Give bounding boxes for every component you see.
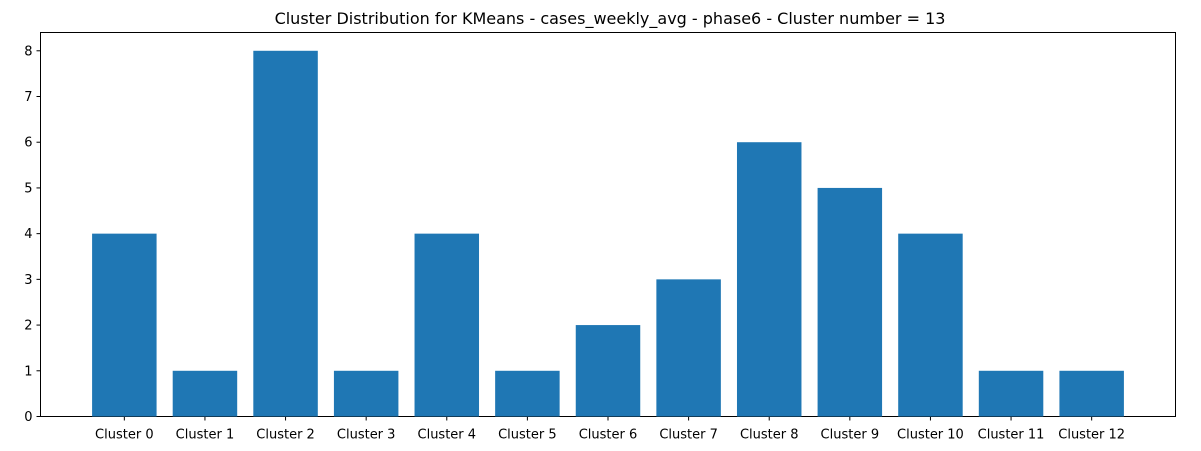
bar-cluster-4 <box>414 233 480 417</box>
x-tick-label: Cluster 6 <box>579 428 638 443</box>
x-tick-label: Cluster 4 <box>418 428 477 443</box>
y-tick-label: 5 <box>24 181 32 196</box>
bar-cluster-0 <box>92 233 157 417</box>
y-tick-label: 7 <box>24 90 32 105</box>
bar-cluster-12 <box>1059 370 1124 417</box>
bar-cluster-2 <box>253 50 318 417</box>
bar-cluster-10 <box>898 233 963 417</box>
x-tick-label: Cluster 10 <box>897 428 964 443</box>
bar-cluster-6 <box>575 325 641 417</box>
x-tick-label: Cluster 1 <box>176 428 235 443</box>
y-tick-label: 1 <box>24 364 32 379</box>
y-tick-label: 4 <box>24 227 32 242</box>
bars-group <box>92 50 1124 417</box>
y-axis: 0 1 2 3 4 5 6 7 8 <box>24 44 41 425</box>
y-tick-label: 2 <box>24 319 32 334</box>
x-tick-label: Cluster 3 <box>337 428 396 443</box>
bar-cluster-3 <box>333 370 399 417</box>
x-tick-label: Cluster 8 <box>740 428 799 443</box>
y-tick-label: 3 <box>24 273 32 288</box>
bar-cluster-1 <box>172 370 238 417</box>
x-tick-label: Cluster 5 <box>498 428 557 443</box>
y-tick-label: 8 <box>24 44 32 59</box>
y-tick-label: 0 <box>24 410 32 425</box>
x-tick-label: Cluster 12 <box>1058 428 1125 443</box>
bar-cluster-11 <box>978 370 1044 417</box>
x-tick-label: Cluster 9 <box>821 428 880 443</box>
bar-cluster-9 <box>817 187 883 417</box>
bar-cluster-8 <box>736 142 802 417</box>
x-axis: Cluster 0 Cluster 1 Cluster 2 Cluster 3 Clus… <box>95 416 1125 443</box>
x-tick-label: Cluster 2 <box>256 428 315 443</box>
bar-cluster-5 <box>495 370 560 417</box>
x-tick-label: Cluster 0 <box>95 428 154 443</box>
x-tick-label: Cluster 11 <box>978 428 1045 443</box>
bar-cluster-7 <box>656 279 721 417</box>
y-tick-label: 6 <box>24 136 32 151</box>
chart-title: Cluster Distribution for KMeans - cases_… <box>275 9 946 29</box>
x-tick-label: Cluster 7 <box>659 428 718 443</box>
